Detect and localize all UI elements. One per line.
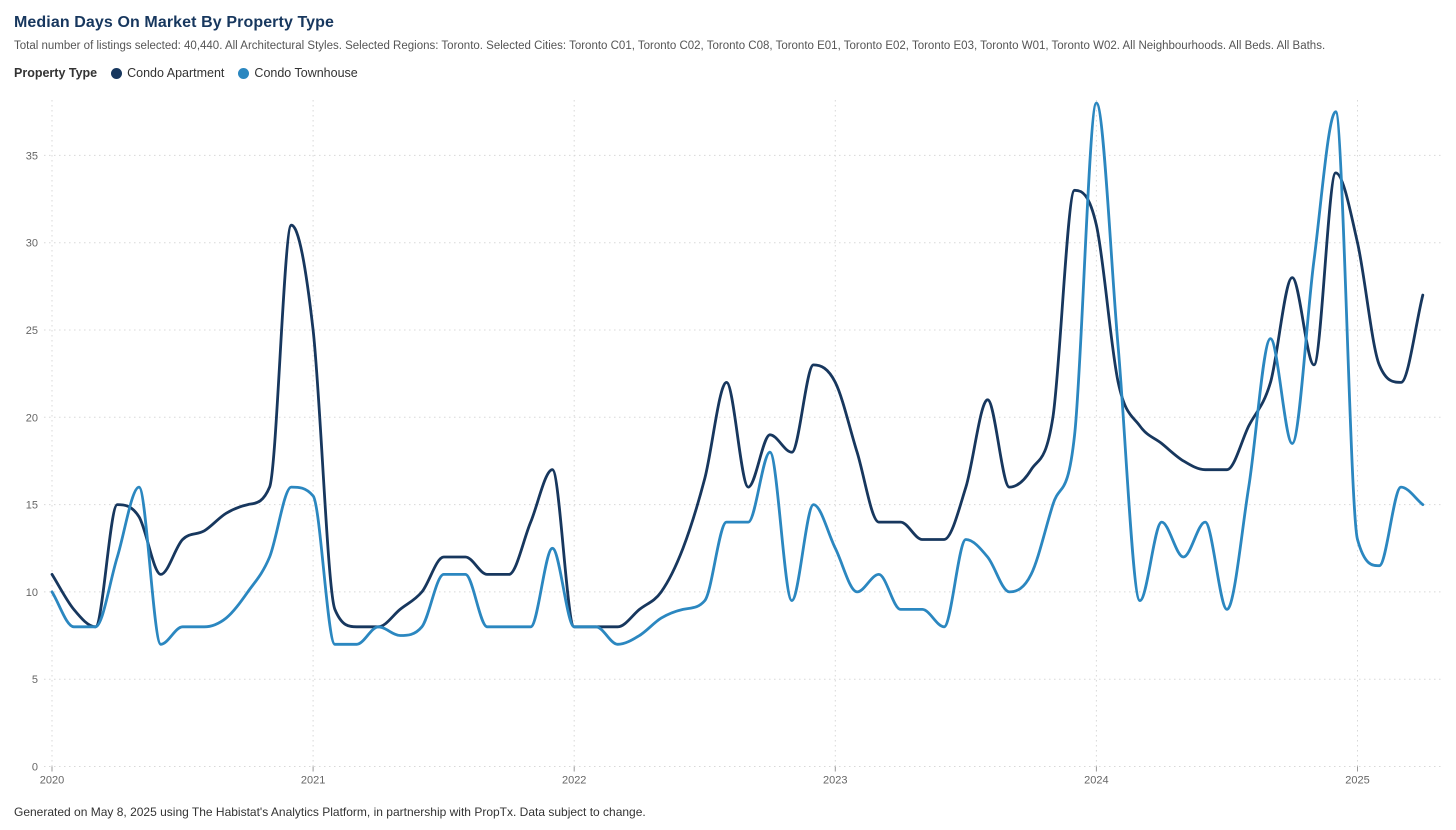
legend-item-label: Condo Apartment — [127, 66, 225, 80]
series-dot-icon — [111, 67, 123, 79]
x-axis-tick-label: 2025 — [1345, 775, 1369, 787]
x-axis-tick-label: 2020 — [40, 775, 64, 787]
series-line-condo-townhouse[interactable] — [50, 101, 1425, 646]
series-dot-icon — [238, 67, 250, 79]
y-axis-tick-label: 20 — [26, 412, 38, 424]
legend-item-label: Condo Townhouse — [254, 66, 358, 80]
y-axis-tick-label: 0 — [32, 762, 38, 774]
y-axis-tick-label: 35 — [26, 150, 38, 162]
y-axis-tick-label: 30 — [26, 238, 38, 250]
page-title: Median Days On Market By Property Type — [14, 14, 335, 31]
line-chart: 0 5 10 15 20 25 30 35 2020 2021 2022 2023 2024 2025 — [0, 88, 1456, 800]
chart-subtitle: Total number of listings selected: 40,44… — [14, 40, 1326, 52]
y-axis-tick-label: 10 — [26, 587, 38, 599]
x-axis-tick-label: 2021 — [301, 775, 325, 787]
x-axis-tick-label: 2024 — [1084, 775, 1108, 787]
legend-label: Property Type — [14, 66, 98, 80]
footer-note: Generated on May 8, 2025 using The Habis… — [14, 805, 646, 819]
y-axis-tick-label: 25 — [26, 325, 38, 337]
grid-lines — [44, 100, 1442, 772]
x-axis-tick-label: 2023 — [823, 775, 847, 787]
y-axis-tick-label: 5 — [32, 674, 38, 686]
legend-item-condo-townhouse[interactable]: Condo Townhouse — [238, 66, 358, 80]
y-axis-tick-label: 15 — [26, 500, 38, 512]
legend-item-condo-apartment[interactable]: Condo Apartment — [111, 66, 224, 80]
series-line-condo-apartment[interactable] — [50, 171, 1425, 629]
legend: Property Type Condo Apartment Condo Town… — [14, 66, 372, 80]
x-axis-tick-label: 2022 — [562, 775, 586, 787]
